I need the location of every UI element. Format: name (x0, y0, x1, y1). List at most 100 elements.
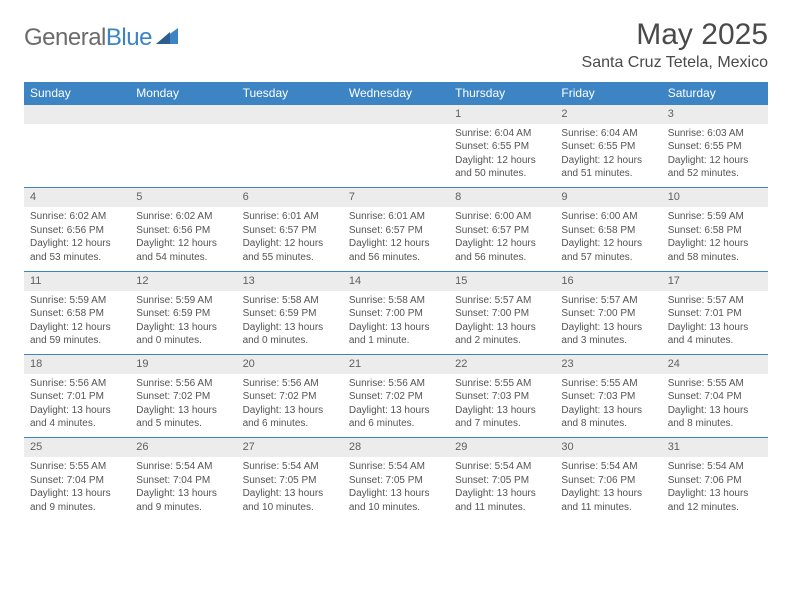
sunrise-line: Sunrise: 6:04 AM (455, 127, 549, 141)
sunrise-line: Sunrise: 5:55 AM (455, 377, 549, 391)
sunrise-line: Sunrise: 5:58 AM (243, 294, 337, 308)
sunset-line: Sunset: 7:00 PM (561, 307, 655, 321)
day-detail-cell: Sunrise: 5:54 AMSunset: 7:05 PMDaylight:… (237, 457, 343, 521)
daylight-line: Daylight: 13 hours and 6 minutes. (349, 404, 443, 431)
day-detail-cell: Sunrise: 5:57 AMSunset: 7:00 PMDaylight:… (555, 291, 661, 355)
sunset-line: Sunset: 6:59 PM (136, 307, 230, 321)
day-number-cell: 19 (130, 355, 236, 374)
day-number-cell: 25 (24, 438, 130, 457)
sunrise-line: Sunrise: 5:54 AM (243, 460, 337, 474)
day-detail-cell: Sunrise: 5:54 AMSunset: 7:06 PMDaylight:… (662, 457, 768, 521)
day-number-cell: 26 (130, 438, 236, 457)
weekday-header-cell: Saturday (662, 82, 768, 105)
day-number-cell: 6 (237, 188, 343, 207)
daylight-line: Daylight: 12 hours and 58 minutes. (668, 237, 762, 264)
day-detail-cell: Sunrise: 5:54 AMSunset: 7:04 PMDaylight:… (130, 457, 236, 521)
daylight-line: Daylight: 13 hours and 9 minutes. (136, 487, 230, 514)
sunrise-line: Sunrise: 6:01 AM (243, 210, 337, 224)
day-number-cell: 10 (662, 188, 768, 207)
day-number-cell: 14 (343, 271, 449, 290)
day-number-cell: 28 (343, 438, 449, 457)
day-number-cell: 21 (343, 355, 449, 374)
day-detail-cell: Sunrise: 5:55 AMSunset: 7:04 PMDaylight:… (662, 374, 768, 438)
sunrise-line: Sunrise: 5:54 AM (349, 460, 443, 474)
day-detail-cell: Sunrise: 5:59 AMSunset: 6:58 PMDaylight:… (24, 291, 130, 355)
location: Santa Cruz Tetela, Mexico (582, 54, 768, 72)
month-title: May 2025 (582, 18, 768, 52)
day-detail-cell: Sunrise: 5:54 AMSunset: 7:05 PMDaylight:… (343, 457, 449, 521)
brand-grey: General (24, 24, 106, 51)
sunrise-line: Sunrise: 5:54 AM (136, 460, 230, 474)
sunset-line: Sunset: 7:02 PM (243, 390, 337, 404)
sunrise-line: Sunrise: 5:56 AM (349, 377, 443, 391)
daylight-line: Daylight: 12 hours and 54 minutes. (136, 237, 230, 264)
day-number-cell: 11 (24, 271, 130, 290)
daylight-line: Daylight: 13 hours and 9 minutes. (30, 487, 124, 514)
daylight-line: Daylight: 13 hours and 11 minutes. (455, 487, 549, 514)
day-detail-cell (130, 124, 236, 188)
header: GeneralBlue May 2025 Santa Cruz Tetela, … (24, 18, 768, 72)
daylight-line: Daylight: 12 hours and 51 minutes. (561, 154, 655, 181)
weekday-header-cell: Thursday (449, 82, 555, 105)
daylight-line: Daylight: 13 hours and 4 minutes. (30, 404, 124, 431)
sunrise-line: Sunrise: 5:57 AM (668, 294, 762, 308)
day-number-row: 45678910 (24, 188, 768, 207)
day-detail-cell (343, 124, 449, 188)
daylight-line: Daylight: 12 hours and 50 minutes. (455, 154, 549, 181)
sunrise-line: Sunrise: 5:54 AM (455, 460, 549, 474)
day-number-row: 18192021222324 (24, 355, 768, 374)
day-number-cell: 4 (24, 188, 130, 207)
daylight-line: Daylight: 13 hours and 10 minutes. (243, 487, 337, 514)
sunrise-line: Sunrise: 6:03 AM (668, 127, 762, 141)
sunrise-line: Sunrise: 5:56 AM (243, 377, 337, 391)
day-detail-row: Sunrise: 5:56 AMSunset: 7:01 PMDaylight:… (24, 374, 768, 438)
sunset-line: Sunset: 7:02 PM (349, 390, 443, 404)
day-number-cell: 24 (662, 355, 768, 374)
sunrise-line: Sunrise: 5:56 AM (30, 377, 124, 391)
daylight-line: Daylight: 12 hours and 53 minutes. (30, 237, 124, 264)
daylight-line: Daylight: 12 hours and 56 minutes. (455, 237, 549, 264)
sunrise-line: Sunrise: 5:58 AM (349, 294, 443, 308)
day-detail-row: Sunrise: 6:02 AMSunset: 6:56 PMDaylight:… (24, 207, 768, 271)
day-detail-cell: Sunrise: 5:56 AMSunset: 7:02 PMDaylight:… (130, 374, 236, 438)
day-number-cell (130, 105, 236, 124)
day-number-row: 25262728293031 (24, 438, 768, 457)
sunset-line: Sunset: 7:03 PM (455, 390, 549, 404)
day-number-cell (237, 105, 343, 124)
sunrise-line: Sunrise: 5:57 AM (455, 294, 549, 308)
sunrise-line: Sunrise: 6:04 AM (561, 127, 655, 141)
day-number-cell: 23 (555, 355, 661, 374)
sunset-line: Sunset: 7:04 PM (30, 474, 124, 488)
day-number-cell: 12 (130, 271, 236, 290)
sunset-line: Sunset: 7:02 PM (136, 390, 230, 404)
daylight-line: Daylight: 13 hours and 8 minutes. (561, 404, 655, 431)
day-detail-cell: Sunrise: 6:04 AMSunset: 6:55 PMDaylight:… (555, 124, 661, 188)
day-number-cell: 22 (449, 355, 555, 374)
day-number-cell: 20 (237, 355, 343, 374)
day-detail-cell: Sunrise: 6:00 AMSunset: 6:58 PMDaylight:… (555, 207, 661, 271)
day-number-cell: 7 (343, 188, 449, 207)
day-detail-cell: Sunrise: 6:03 AMSunset: 6:55 PMDaylight:… (662, 124, 768, 188)
day-number-cell: 29 (449, 438, 555, 457)
weekday-header-cell: Tuesday (237, 82, 343, 105)
sunrise-line: Sunrise: 6:00 AM (455, 210, 549, 224)
daylight-line: Daylight: 13 hours and 4 minutes. (668, 321, 762, 348)
sunset-line: Sunset: 6:59 PM (243, 307, 337, 321)
day-detail-cell: Sunrise: 5:58 AMSunset: 7:00 PMDaylight:… (343, 291, 449, 355)
sunset-line: Sunset: 7:01 PM (30, 390, 124, 404)
day-detail-cell: Sunrise: 6:01 AMSunset: 6:57 PMDaylight:… (237, 207, 343, 271)
day-number-cell: 5 (130, 188, 236, 207)
sunset-line: Sunset: 7:05 PM (455, 474, 549, 488)
day-detail-cell: Sunrise: 5:58 AMSunset: 6:59 PMDaylight:… (237, 291, 343, 355)
sunrise-line: Sunrise: 5:55 AM (30, 460, 124, 474)
daylight-line: Daylight: 12 hours and 52 minutes. (668, 154, 762, 181)
daylight-line: Daylight: 13 hours and 10 minutes. (349, 487, 443, 514)
daylight-line: Daylight: 13 hours and 11 minutes. (561, 487, 655, 514)
day-number-cell: 8 (449, 188, 555, 207)
sunset-line: Sunset: 6:56 PM (136, 224, 230, 238)
sunset-line: Sunset: 7:04 PM (668, 390, 762, 404)
day-detail-cell: Sunrise: 5:54 AMSunset: 7:05 PMDaylight:… (449, 457, 555, 521)
daylight-line: Daylight: 12 hours and 55 minutes. (243, 237, 337, 264)
sunrise-line: Sunrise: 5:56 AM (136, 377, 230, 391)
day-detail-cell: Sunrise: 5:56 AMSunset: 7:02 PMDaylight:… (237, 374, 343, 438)
